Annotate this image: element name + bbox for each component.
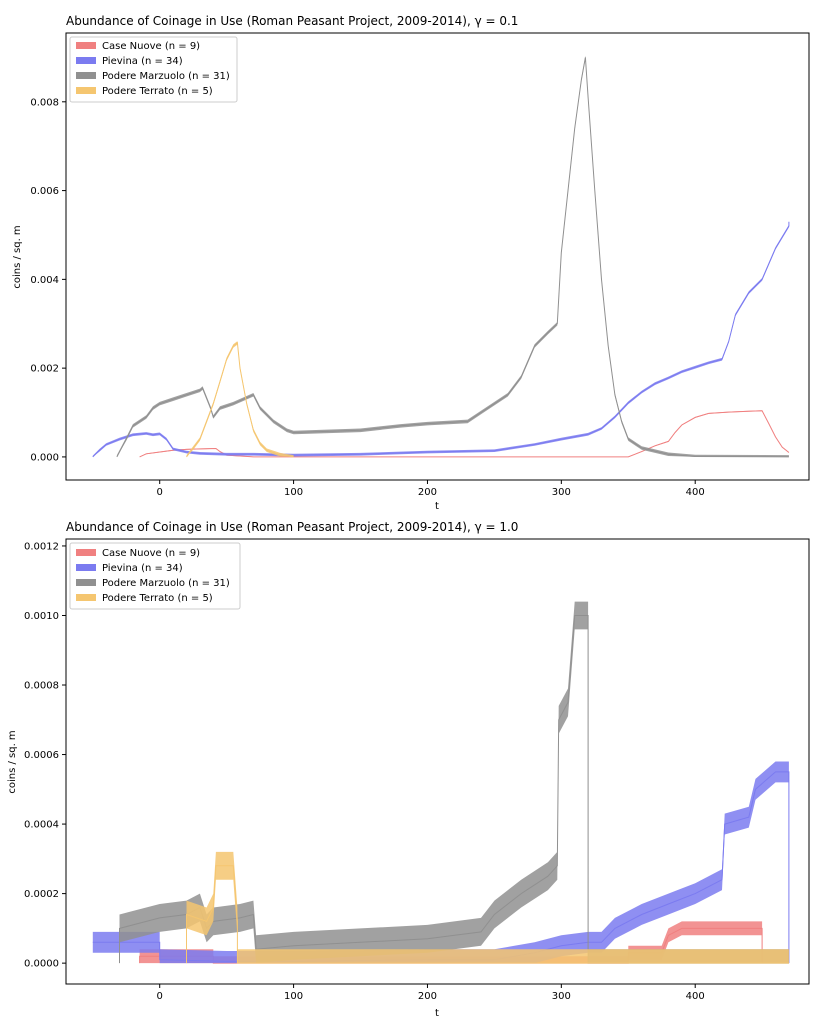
chart-1-series bbox=[92, 55, 790, 458]
chart-1-series-line-case-nuove bbox=[139, 410, 790, 458]
chart-2-legend-swatch-podere-terrato bbox=[76, 594, 96, 601]
chart-1-series-line-podere-terrato bbox=[186, 341, 294, 458]
chart-1-ytick-label: 0.006 bbox=[30, 186, 59, 197]
chart-2-series bbox=[92, 601, 790, 964]
chart-2-ytick-label: 0.0006 bbox=[24, 750, 59, 761]
chart-2-xtick-label: 200 bbox=[418, 991, 437, 1002]
chart-2-xlabel: t bbox=[435, 1008, 439, 1019]
chart-2-series-line-pievina bbox=[92, 771, 790, 964]
chart-2-title: Abundance of Coinage in Use (Roman Peasa… bbox=[66, 520, 518, 534]
chart-1-ytick-label: 0.008 bbox=[30, 97, 59, 108]
chart-1-legend-swatch-podere-marzuolo bbox=[76, 72, 96, 79]
chart-1-legend-label-case-nuove: Case Nuove (n = 9) bbox=[102, 41, 200, 52]
chart-2-legend-label-podere-marzuolo: Podere Marzuolo (n = 31) bbox=[102, 578, 230, 589]
chart-1-legend-swatch-podere-terrato bbox=[76, 87, 96, 94]
chart-1-xtick-label: 300 bbox=[552, 487, 571, 498]
chart-1-band-podere-marzuolo bbox=[116, 55, 789, 457]
chart-1-xlabel: t bbox=[435, 501, 439, 512]
chart-1-xtick-label: 400 bbox=[686, 487, 705, 498]
chart-2-series-line-podere-terrato bbox=[186, 865, 789, 964]
chart-1-legend-label-podere-terrato: Podere Terrato (n = 5) bbox=[102, 86, 213, 97]
chart-1-title: Abundance of Coinage in Use (Roman Peasa… bbox=[66, 14, 518, 28]
chart-2-legend: Case Nuove (n = 9) Pievina (n = 34) Pode… bbox=[69, 542, 241, 610]
chart-2-ytick-label: 0.0002 bbox=[24, 889, 59, 900]
chart-2-ytick-label: 0.0004 bbox=[24, 820, 59, 831]
chart-2-ylabel: coins / sq. m bbox=[7, 730, 18, 793]
chart-1-ylabel: coins / sq. m bbox=[12, 225, 23, 288]
chart-1-ytick-label: 0.004 bbox=[30, 275, 59, 286]
chart-1-legend-swatch-pievina bbox=[76, 57, 96, 64]
chart-2-ytick-label: 0.0008 bbox=[24, 681, 59, 692]
chart-1-xtick-label: 0 bbox=[157, 487, 163, 498]
chart-2-ytick-label: 0.0000 bbox=[24, 959, 59, 970]
chart-2-legend-label-case-nuove: Case Nuove (n = 9) bbox=[102, 548, 200, 559]
chart-2-band-podere-terrato bbox=[186, 851, 789, 964]
chart-2: Abundance of Coinage in Use (Roman Peasa… bbox=[7, 520, 810, 1019]
chart-2-ytick-label: 0.0010 bbox=[24, 611, 59, 622]
chart-1-ytick-label: 0.002 bbox=[30, 364, 59, 375]
chart-1-series-line-podere-marzuolo bbox=[116, 57, 789, 458]
chart-2-ticks: 0 100 200 300 400 0.0000 0.0002 0.0004 0.0006 0.0… bbox=[24, 541, 705, 1002]
chart-2-plot-area bbox=[65, 538, 810, 985]
chart-2-legend-label-podere-terrato: Podere Terrato (n = 5) bbox=[102, 593, 213, 604]
chart-1-series-line-pievina bbox=[92, 221, 790, 458]
chart-1-plot-area bbox=[65, 32, 810, 481]
chart-2-xtick-label: 100 bbox=[284, 991, 303, 1002]
chart-2-ytick-label: 0.0012 bbox=[24, 541, 59, 552]
chart-2-band-podere-marzuolo bbox=[119, 601, 789, 964]
chart-2-legend-box bbox=[69, 542, 241, 610]
chart-2-xtick-label: 0 bbox=[157, 991, 163, 1002]
chart-1-legend-box bbox=[69, 36, 238, 103]
chart-2-legend-swatch-pievina bbox=[76, 564, 96, 571]
chart-1-legend-label-pievina: Pievina (n = 34) bbox=[102, 56, 183, 67]
chart-2-xtick-label: 300 bbox=[552, 991, 571, 1002]
chart-2-legend-label-pievina: Pievina (n = 34) bbox=[102, 563, 183, 574]
chart-1-xtick-label: 200 bbox=[418, 487, 437, 498]
chart-1-xtick-label: 100 bbox=[284, 487, 303, 498]
chart-1-legend: Case Nuove (n = 9) Pievina (n = 34) Pode… bbox=[69, 36, 238, 103]
chart-1-band-case-nuove bbox=[139, 410, 789, 457]
chart-1-legend-swatch-case-nuove bbox=[76, 42, 96, 49]
chart-1-ticks: 0 100 200 300 400 0.000 0.002 0.004 0.006 0.008 bbox=[30, 97, 704, 498]
chart-2-legend-swatch-podere-marzuolo bbox=[76, 579, 96, 586]
chart-2-legend-swatch-case-nuove bbox=[76, 549, 96, 556]
chart-2-xtick-label: 400 bbox=[686, 991, 705, 1002]
chart-1: Abundance of Coinage in Use (Roman Peasa… bbox=[12, 14, 810, 512]
chart-1-legend-label-podere-marzuolo: Podere Marzuolo (n = 31) bbox=[102, 71, 230, 82]
chart-1-ytick-label: 0.000 bbox=[30, 452, 59, 463]
